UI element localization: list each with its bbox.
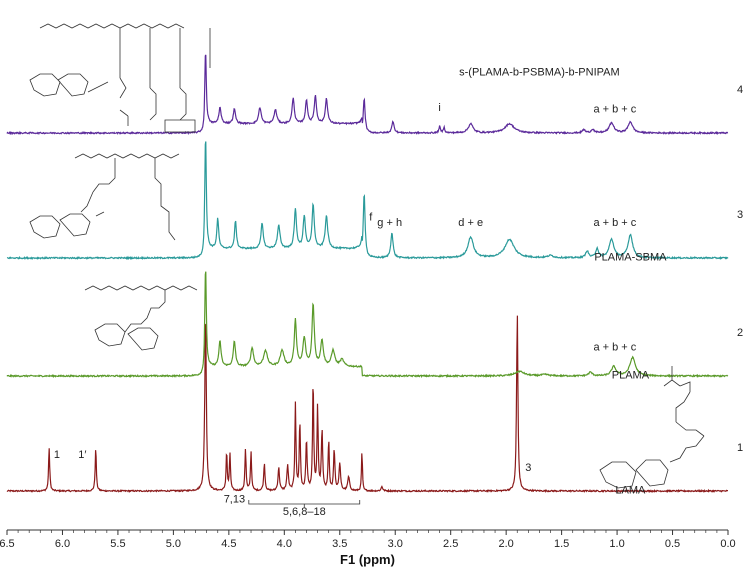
peak-label-4-1: i bbox=[438, 102, 440, 114]
peak-label-3-4: a + b + c bbox=[593, 217, 636, 229]
y-tick-1: 1 bbox=[737, 442, 743, 454]
peak-label-1-1: 1 bbox=[54, 449, 60, 461]
peak-label-1-5: 5,6,8–18 bbox=[283, 506, 326, 518]
x-tick-label: 2.5 bbox=[443, 538, 458, 550]
structure-lama bbox=[599, 366, 705, 489]
peak-label-4-2: a + b + c bbox=[593, 103, 636, 115]
spectrum-trace-3 bbox=[6, 141, 729, 261]
structure-plama bbox=[84, 285, 198, 351]
structure-plama-sbma bbox=[29, 153, 180, 241]
structure-star-polymer bbox=[29, 23, 211, 133]
peak-label-3-1: f bbox=[369, 211, 373, 223]
x-tick-label: 6.5 bbox=[0, 538, 15, 550]
x-axis-title: F1 (ppm) bbox=[340, 552, 395, 567]
x-tick-label: 0.0 bbox=[720, 538, 735, 550]
x-tick-label: 1.5 bbox=[554, 538, 569, 550]
peak-label-2-2: PLAMA bbox=[612, 369, 650, 381]
peak-label-1-4: 7,13 bbox=[224, 494, 245, 506]
peak-label-4-3: s-(PLAMA-b-PSBMA)-b-PNIPAM bbox=[459, 67, 620, 79]
x-axis: 6.5 6.0 5.5 5.0 4.5 4.0 3.5 3.0 2.5 2.0 1.5 1.0 0.5 0… bbox=[0, 529, 736, 567]
peak-label-1-3: 3 bbox=[525, 462, 531, 474]
x-tick-label: 3.5 bbox=[332, 538, 347, 550]
peak-label-2-1: a + b + c bbox=[593, 342, 636, 354]
spectrum-trace-4 bbox=[6, 54, 729, 136]
x-tick-label: 5.0 bbox=[166, 538, 181, 550]
y-tick-4: 4 bbox=[737, 84, 743, 96]
peak-label-3-5: PLAMA-SBMA bbox=[594, 251, 667, 263]
spectra-traces bbox=[6, 54, 729, 494]
x-tick-label: 1.0 bbox=[609, 538, 624, 550]
spectrum-trace-1 bbox=[6, 315, 728, 494]
x-tick-label: 4.0 bbox=[277, 538, 292, 550]
peak-label-3-3: d + e bbox=[458, 217, 483, 229]
y-tick-2: 2 bbox=[737, 327, 743, 339]
spectrum-trace-2 bbox=[6, 271, 729, 379]
x-tick-label: 3.0 bbox=[388, 538, 403, 550]
y-tick-3: 3 bbox=[737, 209, 743, 221]
x-tick-label: 5.5 bbox=[110, 538, 125, 550]
y-axis: 1 2 3 4 bbox=[737, 84, 743, 454]
chemical-structures bbox=[29, 23, 705, 489]
x-tick-label: 4.5 bbox=[221, 538, 236, 550]
x-tick-label: 2.0 bbox=[499, 538, 514, 550]
peak-label-3-2: g + h bbox=[377, 217, 402, 229]
x-tick-label: 0.5 bbox=[665, 538, 680, 550]
peak-label-1-2: 1′ bbox=[78, 449, 86, 461]
region-bracket bbox=[248, 500, 361, 508]
x-tick-label: 6.0 bbox=[55, 538, 70, 550]
